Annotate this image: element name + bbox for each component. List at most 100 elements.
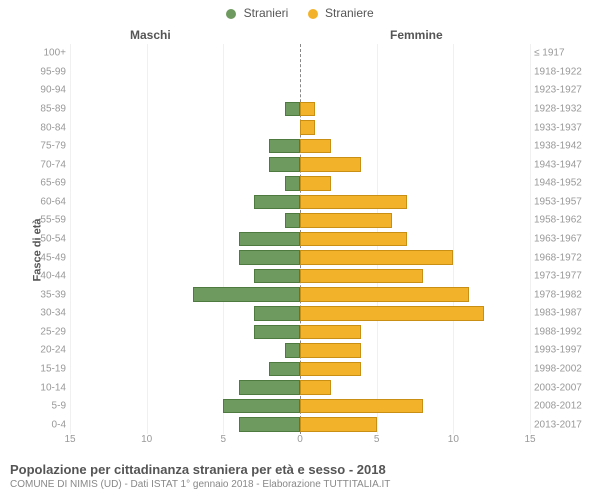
x-tick: 5 <box>374 434 380 445</box>
age-label: 80-84 <box>22 122 66 133</box>
bar-male <box>285 213 300 228</box>
chart-title: Popolazione per cittadinanza straniera p… <box>10 462 390 477</box>
bar-female <box>300 380 331 395</box>
birth-label: 1968-1972 <box>534 252 592 263</box>
bar-female <box>300 269 423 284</box>
bar-male <box>285 176 300 191</box>
age-label: 55-59 <box>22 215 66 226</box>
age-label: 100+ <box>22 48 66 59</box>
chart-subtitle: COMUNE DI NIMIS (UD) - Dati ISTAT 1° gen… <box>10 479 390 490</box>
age-label: 70-74 <box>22 159 66 170</box>
legend-label-male: Stranieri <box>244 6 289 20</box>
legend-label-female: Straniere <box>325 6 374 20</box>
bar-female <box>300 325 361 340</box>
birth-label: 1963-1967 <box>534 233 592 244</box>
bar-female <box>300 120 315 135</box>
age-label: 75-79 <box>22 141 66 152</box>
bar-male <box>239 380 300 395</box>
x-tick: 0 <box>297 434 303 445</box>
legend-swatch-male <box>226 9 236 19</box>
birth-label: 1988-1992 <box>534 326 592 337</box>
bar-male <box>285 343 300 358</box>
age-label: 65-69 <box>22 178 66 189</box>
age-label: 50-54 <box>22 233 66 244</box>
bar-female <box>300 417 377 432</box>
bar-female <box>300 287 469 302</box>
pyramid-row: 10-142003-2007 <box>70 378 530 397</box>
bar-female <box>300 139 331 154</box>
bar-male <box>254 195 300 210</box>
pyramid-row: 35-391978-1982 <box>70 285 530 304</box>
birth-label: 2003-2007 <box>534 382 592 393</box>
bar-female <box>300 102 315 117</box>
header-male: Maschi <box>130 28 171 42</box>
bar-male <box>239 232 300 247</box>
age-label: 90-94 <box>22 85 66 96</box>
legend: Stranieri Straniere <box>0 6 600 20</box>
bar-male <box>193 287 300 302</box>
birth-label: 1933-1937 <box>534 122 592 133</box>
bar-female <box>300 250 453 265</box>
pyramid-row: 75-791938-1942 <box>70 137 530 156</box>
bar-male <box>239 250 300 265</box>
bar-female <box>300 232 407 247</box>
birth-label: 1983-1987 <box>534 308 592 319</box>
x-axis: 15105051015 <box>70 434 530 452</box>
pyramid-row: 0-42013-2017 <box>70 415 530 434</box>
bar-male <box>269 362 300 377</box>
pyramid-row: 70-741943-1947 <box>70 155 530 174</box>
pyramid-row: 50-541963-1967 <box>70 230 530 249</box>
pyramid-row: 85-891928-1932 <box>70 100 530 119</box>
x-tick: 15 <box>524 434 535 445</box>
age-label: 25-29 <box>22 326 66 337</box>
pyramid-row: 60-641953-1957 <box>70 193 530 212</box>
age-label: 95-99 <box>22 66 66 77</box>
birth-label: 1978-1982 <box>534 289 592 300</box>
bar-male <box>254 306 300 321</box>
birth-label: 1918-1922 <box>534 66 592 77</box>
legend-item-female: Straniere <box>308 6 374 20</box>
birth-label: 1958-1962 <box>534 215 592 226</box>
x-tick: 10 <box>141 434 152 445</box>
birth-label: 1993-1997 <box>534 345 592 356</box>
birth-label: 1973-1977 <box>534 271 592 282</box>
pyramid-row: 15-191998-2002 <box>70 360 530 379</box>
legend-swatch-female <box>308 9 318 19</box>
gridline <box>530 44 531 434</box>
age-label: 35-39 <box>22 289 66 300</box>
pyramid-row: 5-92008-2012 <box>70 397 530 416</box>
bar-female <box>300 399 423 414</box>
pyramid-row: 30-341983-1987 <box>70 304 530 323</box>
age-label: 10-14 <box>22 382 66 393</box>
bar-male <box>223 399 300 414</box>
pyramid-row: 65-691948-1952 <box>70 174 530 193</box>
x-tick: 5 <box>221 434 227 445</box>
bar-female <box>300 362 361 377</box>
bar-female <box>300 195 407 210</box>
legend-item-male: Stranieri <box>226 6 288 20</box>
age-label: 5-9 <box>22 401 66 412</box>
birth-label: 1943-1947 <box>534 159 592 170</box>
birth-label: 2013-2017 <box>534 419 592 430</box>
birth-label: 1953-1957 <box>534 196 592 207</box>
plot-area: 100+≤ 191795-991918-192290-941923-192785… <box>70 44 530 434</box>
age-label: 30-34 <box>22 308 66 319</box>
age-label: 20-24 <box>22 345 66 356</box>
birth-label: 2008-2012 <box>534 401 592 412</box>
pyramid-row: 80-841933-1937 <box>70 118 530 137</box>
bar-female <box>300 343 361 358</box>
birth-label: 1923-1927 <box>534 85 592 96</box>
bar-female <box>300 213 392 228</box>
bar-male <box>269 157 300 172</box>
x-tick: 15 <box>64 434 75 445</box>
pyramid-row: 90-941923-1927 <box>70 81 530 100</box>
bar-male <box>269 139 300 154</box>
bar-female <box>300 157 361 172</box>
age-label: 45-49 <box>22 252 66 263</box>
chart-footer: Popolazione per cittadinanza straniera p… <box>10 462 390 490</box>
pyramid-row: 45-491968-1972 <box>70 248 530 267</box>
age-label: 40-44 <box>22 271 66 282</box>
pyramid-row: 55-591958-1962 <box>70 211 530 230</box>
pyramid-row: 100+≤ 1917 <box>70 44 530 63</box>
age-label: 15-19 <box>22 363 66 374</box>
